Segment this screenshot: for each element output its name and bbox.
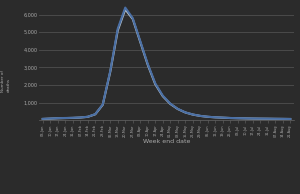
NHS Hospital Deaths England bbox=[199, 115, 202, 117]
ONS Hospital Deaths England bbox=[206, 116, 209, 118]
NHS Hospital Deaths England bbox=[116, 29, 119, 32]
NHS Hospital Deaths England bbox=[281, 118, 285, 120]
ONS Hospital Deaths England bbox=[236, 117, 240, 119]
ONS Hospital Deaths England bbox=[79, 116, 82, 119]
ONS Hospital Deaths England bbox=[221, 116, 224, 119]
ONS Hospital Deaths England bbox=[244, 117, 247, 120]
ONS Hospital Deaths England bbox=[259, 117, 262, 120]
ONS Hospital Deaths England bbox=[64, 117, 67, 119]
NHS Hospital Deaths England bbox=[259, 118, 262, 120]
NHS Hospital Deaths England bbox=[169, 103, 172, 105]
NHS Hospital Deaths England bbox=[191, 113, 195, 116]
ONS Hospital Deaths England bbox=[146, 63, 150, 65]
NHS Hospital Deaths England bbox=[124, 8, 127, 10]
NHS Hospital Deaths England bbox=[221, 117, 224, 119]
NHS Hospital Deaths England bbox=[139, 41, 142, 43]
ONS Hospital Deaths England bbox=[101, 103, 105, 106]
ONS Hospital Deaths England bbox=[191, 113, 195, 116]
NHS Hospital Deaths England bbox=[79, 116, 82, 119]
NHS Hospital Deaths England bbox=[244, 117, 247, 120]
ONS Hospital Deaths England bbox=[214, 116, 217, 119]
ONS Hospital Deaths England bbox=[184, 111, 187, 113]
ONS Hospital Deaths England bbox=[94, 113, 97, 115]
NHS Hospital Deaths England bbox=[214, 116, 217, 119]
ONS Hospital Deaths England bbox=[109, 70, 112, 72]
NHS Hospital Deaths England bbox=[56, 117, 59, 120]
ONS Hospital Deaths England bbox=[281, 118, 285, 120]
NHS Hospital Deaths England bbox=[71, 117, 75, 119]
ONS Hospital Deaths England bbox=[251, 117, 254, 120]
ONS Hospital Deaths England bbox=[49, 117, 52, 120]
ONS Hospital Deaths England bbox=[56, 117, 59, 119]
NHS Hospital Deaths England bbox=[161, 95, 164, 97]
NHS Hospital Deaths England bbox=[274, 118, 277, 120]
Text: Number of
deaths: Number of deaths bbox=[2, 71, 10, 92]
ONS Hospital Deaths England bbox=[266, 118, 270, 120]
NHS Hospital Deaths England bbox=[266, 118, 270, 120]
NHS Hospital Deaths England bbox=[206, 116, 209, 118]
ONS Hospital Deaths England bbox=[289, 118, 292, 120]
ONS Hospital Deaths England bbox=[169, 102, 172, 105]
ONS Hospital Deaths England bbox=[86, 116, 90, 118]
NHS Hospital Deaths England bbox=[229, 117, 232, 119]
ONS Hospital Deaths England bbox=[154, 82, 157, 84]
Line: ONS Hospital Deaths England: ONS Hospital Deaths England bbox=[43, 8, 290, 119]
NHS Hospital Deaths England bbox=[184, 111, 187, 114]
NHS Hospital Deaths England bbox=[49, 117, 52, 120]
NHS Hospital Deaths England bbox=[289, 118, 292, 120]
Line: NHS Hospital Deaths England: NHS Hospital Deaths England bbox=[43, 9, 290, 119]
ONS Hospital Deaths England bbox=[176, 108, 179, 110]
NHS Hospital Deaths England bbox=[86, 116, 90, 118]
ONS Hospital Deaths England bbox=[71, 117, 75, 119]
ONS Hospital Deaths England bbox=[229, 117, 232, 119]
ONS Hospital Deaths England bbox=[116, 28, 119, 30]
NHS Hospital Deaths England bbox=[131, 18, 134, 20]
ONS Hospital Deaths England bbox=[139, 40, 142, 42]
NHS Hospital Deaths England bbox=[236, 117, 240, 119]
ONS Hospital Deaths England bbox=[274, 118, 277, 120]
ONS Hospital Deaths England bbox=[41, 118, 45, 120]
NHS Hospital Deaths England bbox=[94, 113, 97, 115]
NHS Hospital Deaths England bbox=[146, 64, 150, 66]
NHS Hospital Deaths England bbox=[251, 117, 254, 120]
NHS Hospital Deaths England bbox=[109, 71, 112, 73]
X-axis label: Week end date: Week end date bbox=[143, 139, 190, 144]
ONS Hospital Deaths England bbox=[199, 115, 202, 117]
NHS Hospital Deaths England bbox=[176, 108, 179, 110]
NHS Hospital Deaths England bbox=[154, 83, 157, 85]
ONS Hospital Deaths England bbox=[124, 6, 127, 9]
ONS Hospital Deaths England bbox=[131, 17, 134, 19]
ONS Hospital Deaths England bbox=[161, 94, 164, 97]
NHS Hospital Deaths England bbox=[64, 117, 67, 119]
NHS Hospital Deaths England bbox=[101, 104, 105, 106]
NHS Hospital Deaths England bbox=[41, 118, 45, 120]
